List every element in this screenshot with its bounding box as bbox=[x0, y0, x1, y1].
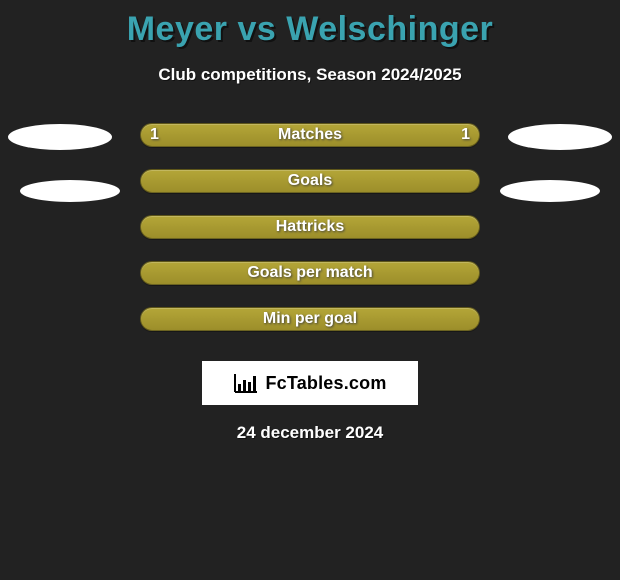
stat-bar bbox=[140, 215, 480, 239]
comparison-title: Meyer vs Welschinger bbox=[0, 0, 620, 49]
stat-row: Goals bbox=[0, 169, 620, 215]
stat-row: Min per goal bbox=[0, 307, 620, 353]
bar-chart-icon bbox=[233, 372, 259, 394]
comparison-rows: 1 Matches 1 Goals Hattricks Goals per ma… bbox=[0, 123, 620, 353]
stat-bar bbox=[140, 169, 480, 193]
brand-box: FcTables.com bbox=[202, 361, 418, 405]
stat-row: 1 Matches 1 bbox=[0, 123, 620, 169]
comparison-subtitle: Club competitions, Season 2024/2025 bbox=[0, 65, 620, 85]
stat-row: Hattricks bbox=[0, 215, 620, 261]
stat-value-left: 1 bbox=[150, 123, 159, 147]
snapshot-date: 24 december 2024 bbox=[0, 423, 620, 443]
stat-bar bbox=[140, 123, 480, 147]
stat-value-right: 1 bbox=[461, 123, 470, 147]
stat-bar bbox=[140, 261, 480, 285]
stat-bar bbox=[140, 307, 480, 331]
stat-row: Goals per match bbox=[0, 261, 620, 307]
brand-text: FcTables.com bbox=[265, 373, 386, 394]
